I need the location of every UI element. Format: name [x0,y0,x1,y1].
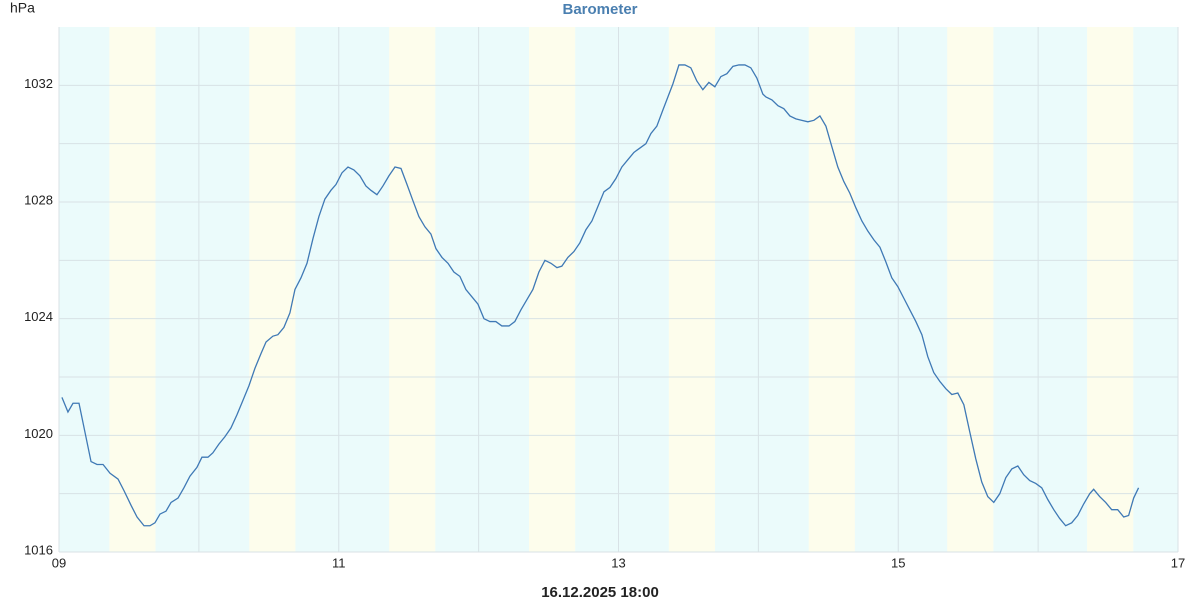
chart-title: Barometer [562,1,637,18]
y-tick-label: 1032 [24,76,53,91]
x-tick-label: 13 [611,555,625,570]
day-band [1087,27,1134,552]
day-band [947,27,994,552]
pressure-line [61,64,1140,527]
x-tick-label: 15 [891,555,905,570]
x-axis-label: 16.12.2025 18:00 [541,584,659,600]
grid [58,27,1179,553]
day-band [668,27,716,552]
y-tick-label: 1024 [24,309,53,324]
day-band [389,27,436,552]
x-tick-label: 11 [332,555,346,570]
day-band [528,27,576,552]
day-band [808,27,855,552]
x-tick-label: 09 [52,555,66,570]
day-band [109,27,156,552]
y-tick-label: 1028 [24,192,53,207]
marks [61,64,1140,527]
y-tick-label: 1020 [24,426,53,441]
y-axis-label: hPa [10,0,35,16]
day-band [249,27,296,552]
x-tick-label: 17 [1171,555,1185,570]
y-tick-label: 1016 [24,542,53,557]
